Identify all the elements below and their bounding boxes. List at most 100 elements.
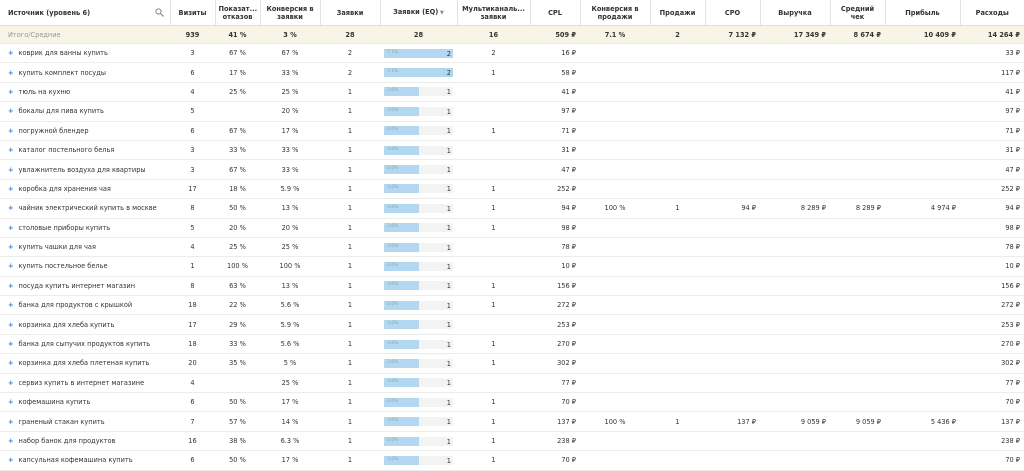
cell-value: 25 % <box>281 87 299 96</box>
column-header[interactable]: CPO <box>704 0 760 26</box>
cell-value: 33 % <box>281 68 299 77</box>
cell: 2 <box>320 62 380 83</box>
cell-value: 1 <box>347 87 353 96</box>
source-name: купить постельное белье <box>18 262 108 271</box>
bar <box>384 397 419 407</box>
expand-button[interactable]: + <box>8 49 14 58</box>
column-header[interactable]: Расходы <box>959 0 1024 26</box>
cell: 22 % <box>215 295 260 316</box>
column-header[interactable]: Выручка <box>759 0 830 26</box>
column-header[interactable]: Конверсия в продажи <box>579 0 650 26</box>
column-header[interactable]: Конверсия в заявки <box>259 0 320 26</box>
expand-button[interactable]: + <box>8 87 14 96</box>
cell: 2 <box>457 43 530 64</box>
expand-button[interactable]: + <box>8 301 14 310</box>
bar <box>384 378 419 388</box>
cell-value: 4 <box>190 243 195 252</box>
cell-value: 270 ₽ <box>1001 340 1020 349</box>
column-header[interactable]: Прибыль <box>884 0 960 26</box>
cell: 3.6% 1 <box>380 159 457 180</box>
expand-button[interactable]: + <box>8 281 14 290</box>
expand-button[interactable]: + <box>8 107 14 116</box>
cell <box>705 256 760 277</box>
expand-button[interactable]: + <box>8 398 14 407</box>
cell-value: 1 <box>491 359 496 368</box>
bar <box>384 203 419 213</box>
cell: 1 <box>457 276 530 297</box>
column-header[interactable]: Визиты <box>169 0 215 26</box>
cell: 94 ₽ <box>530 198 580 219</box>
column-header[interactable]: Мультиканаль... заявки <box>456 0 530 26</box>
cell <box>760 334 830 355</box>
expand-button[interactable]: + <box>8 204 14 213</box>
cell: + кофемашина купить <box>0 392 170 413</box>
expand-button[interactable]: + <box>8 262 14 271</box>
bar-track: 3.6% 1 <box>384 242 453 252</box>
cell-value: 1 <box>491 223 496 232</box>
cell-value: 25 % <box>281 243 299 252</box>
cell-value: 58 ₽ <box>561 68 576 77</box>
expand-button[interactable]: + <box>8 378 14 387</box>
cell-value: 1 <box>347 107 353 116</box>
cell: 63 % <box>215 276 260 297</box>
bar-track: 7.1% 2 <box>384 48 453 58</box>
cell: 47 ₽ <box>530 159 580 180</box>
expand-button[interactable]: + <box>8 340 14 349</box>
cell: 98 ₽ <box>530 218 580 238</box>
cell-value: 272 ₽ <box>557 301 576 310</box>
cell: 28 <box>320 25 380 44</box>
sort-icon[interactable]: ▼ <box>438 10 444 16</box>
cell-value: 25 % <box>281 378 299 387</box>
cell-value: 33 % <box>229 146 246 155</box>
bar-share: 3.6% <box>387 282 399 288</box>
cell <box>830 392 885 413</box>
expand-button[interactable]: + <box>8 437 14 445</box>
cell-value: 117 ₽ <box>1001 68 1020 77</box>
cell <box>760 218 830 238</box>
cell: 3 % <box>260 25 320 44</box>
column-header[interactable]: Продажи <box>649 0 705 26</box>
expand-button[interactable]: + <box>8 243 14 252</box>
expand-button[interactable]: + <box>8 456 14 465</box>
cell: 3.6% 1 <box>380 198 457 219</box>
cell: 100 % <box>215 256 260 277</box>
cell: 25 % <box>260 82 320 103</box>
cell-value: 5.6 % <box>280 301 300 310</box>
cell <box>580 276 650 297</box>
search-icon[interactable] <box>154 8 164 17</box>
cell: 77 ₽ <box>530 373 580 394</box>
cell-value: 97 ₽ <box>1005 107 1020 116</box>
cell-value: 67 % <box>229 165 246 174</box>
expand-button[interactable]: + <box>8 165 14 174</box>
cell-value: 9 059 ₽ <box>800 417 826 426</box>
cell: + банка для продуктов с крышкой <box>0 295 170 316</box>
bar-share: 3.6% <box>387 321 399 327</box>
expand-button[interactable]: + <box>8 126 14 135</box>
expand-button[interactable]: + <box>8 146 14 155</box>
expand-button[interactable]: + <box>8 223 14 232</box>
cell: 1 <box>170 256 215 277</box>
bar-share: 3.6% <box>387 456 399 462</box>
column-header[interactable]: Заявки (EQ) ▼ <box>379 0 457 26</box>
expand-button[interactable]: + <box>8 184 14 193</box>
column-header[interactable]: Средний чек <box>829 0 885 26</box>
cell: + корзинка для хлеба плетеная купить <box>0 353 170 374</box>
source-name: посуда купить интернет магазин <box>18 281 136 290</box>
column-header[interactable]: Заявки <box>319 0 380 26</box>
column-header[interactable]: CPL <box>529 0 580 26</box>
cell: 16 ₽ <box>530 43 580 64</box>
cell-value: 78 ₽ <box>561 243 576 252</box>
cell: 1 <box>320 431 380 452</box>
expand-button[interactable]: + <box>8 417 14 426</box>
header-text: Заявки (EQ) <box>393 8 439 16</box>
cell: 18 <box>170 334 215 355</box>
expand-button[interactable]: + <box>8 320 14 329</box>
cell <box>705 295 760 316</box>
cell: 3.6% 1 <box>380 179 457 200</box>
cell <box>830 314 885 335</box>
expand-button[interactable]: + <box>8 68 14 77</box>
cell <box>830 256 885 277</box>
column-header[interactable]: Показат... отказов <box>214 0 260 26</box>
column-header[interactable]: Источник (уровень 6) <box>0 0 170 26</box>
expand-button[interactable]: + <box>8 359 14 368</box>
